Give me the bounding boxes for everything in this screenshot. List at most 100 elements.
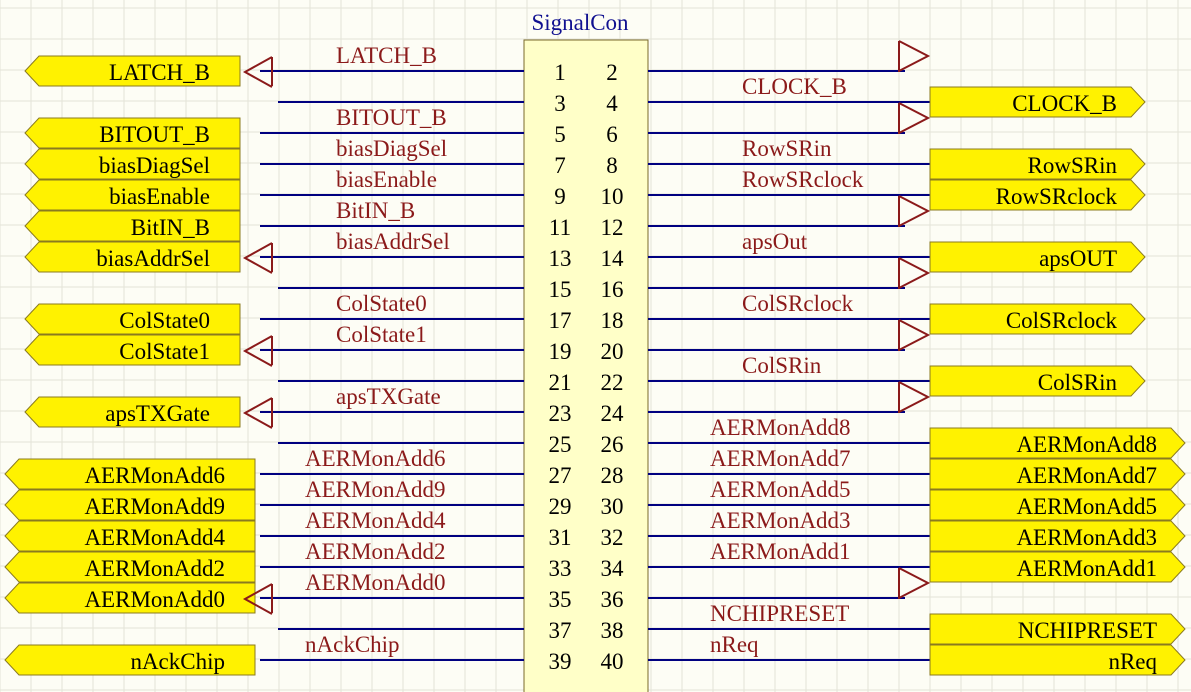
net-label-AERMonAdd5: AERMonAdd5 <box>710 477 851 502</box>
power-arrow-icon <box>898 257 931 289</box>
pin-number-22: 22 <box>601 370 624 395</box>
pin-number-12: 12 <box>601 215 624 240</box>
port-label-AERMonAdd4: AERMonAdd4 <box>84 525 225 550</box>
port-NCHIPRESET[interactable] <box>929 613 1186 645</box>
port-AERMonAdd0[interactable] <box>4 582 256 614</box>
port-ColState0[interactable] <box>24 303 241 335</box>
power-arrow-icon <box>898 40 931 72</box>
port-ColSRin[interactable] <box>929 365 1146 397</box>
net-label-AERMonAdd6: AERMonAdd6 <box>305 446 446 471</box>
port-label-biasAddrSel: biasAddrSel <box>96 246 210 271</box>
port-label-AERMonAdd7: AERMonAdd7 <box>1016 463 1157 488</box>
port-AERMonAdd8[interactable] <box>929 427 1186 459</box>
pin-number-2: 2 <box>606 60 618 85</box>
connector-body[interactable] <box>523 39 649 692</box>
pin-number-7: 7 <box>554 153 566 178</box>
pin-number-34: 34 <box>601 556 625 581</box>
pin-number-9: 9 <box>554 184 566 209</box>
port-label-RowSRclock: RowSRclock <box>996 184 1118 209</box>
net-label-AERMonAdd1: AERMonAdd1 <box>710 539 851 564</box>
power-arrow-icon <box>242 242 273 274</box>
port-biasDiagSel[interactable] <box>24 148 241 180</box>
pin-number-32: 32 <box>601 525 624 550</box>
power-arrow-icon <box>898 567 931 599</box>
net-label-AERMonAdd3: AERMonAdd3 <box>710 508 851 533</box>
port-label-AERMonAdd5: AERMonAdd5 <box>1016 494 1157 519</box>
power-arrow-icon <box>898 102 931 134</box>
pin-number-18: 18 <box>601 308 624 333</box>
pin-number-21: 21 <box>549 370 572 395</box>
port-RowSRclock[interactable] <box>929 179 1146 211</box>
port-label-ColState0: ColState0 <box>119 308 210 333</box>
net-label-AERMonAdd0: AERMonAdd0 <box>305 570 446 595</box>
port-label-ColSRclock: ColSRclock <box>1006 308 1118 333</box>
net-label-biasEnable: biasEnable <box>336 167 437 192</box>
port-AERMonAdd9[interactable] <box>4 489 256 521</box>
port-CLOCK_B[interactable] <box>929 86 1146 118</box>
port-label-AERMonAdd0: AERMonAdd0 <box>84 587 225 612</box>
power-arrow-icon <box>242 583 273 615</box>
port-RowSRin[interactable] <box>929 148 1146 180</box>
net-label-nAckChip: nAckChip <box>305 632 400 657</box>
port-label-AERMonAdd3: AERMonAdd3 <box>1016 525 1157 550</box>
port-apsTXGate[interactable] <box>24 396 241 428</box>
port-label-BitIN_B: BitIN_B <box>131 215 210 240</box>
port-LATCH_B[interactable] <box>24 55 241 87</box>
port-AERMonAdd4[interactable] <box>4 520 256 552</box>
port-label-LATCH_B: LATCH_B <box>109 60 210 85</box>
pin-number-20: 20 <box>601 339 624 364</box>
port-biasAddrSel[interactable] <box>24 241 241 273</box>
port-label-AERMonAdd2: AERMonAdd2 <box>84 556 225 581</box>
net-label-AERMonAdd2: AERMonAdd2 <box>305 539 446 564</box>
net-label-NCHIPRESET: NCHIPRESET <box>710 601 849 626</box>
port-nAckChip[interactable] <box>4 644 256 676</box>
net-label-BitIN_B: BitIN_B <box>336 198 415 223</box>
port-AERMonAdd3[interactable] <box>929 520 1186 552</box>
net-label-AERMonAdd4: AERMonAdd4 <box>305 508 446 533</box>
port-label-biasEnable: biasEnable <box>109 184 210 209</box>
pin-number-10: 10 <box>601 184 624 209</box>
pin-number-40: 40 <box>601 649 624 674</box>
port-biasEnable[interactable] <box>24 179 241 211</box>
net-label-ColState0: ColState0 <box>336 291 427 316</box>
power-arrow-icon <box>242 397 273 429</box>
pin-number-37: 37 <box>549 618 572 643</box>
net-label-AERMonAdd7: AERMonAdd7 <box>710 446 851 471</box>
net-label-nReq: nReq <box>710 632 759 657</box>
power-arrow-icon <box>898 195 931 227</box>
port-BitIN_B[interactable] <box>24 210 241 242</box>
pin-number-39: 39 <box>549 649 572 674</box>
pin-number-6: 6 <box>606 122 618 147</box>
pin-number-19: 19 <box>549 339 572 364</box>
port-label-AERMonAdd8: AERMonAdd8 <box>1016 432 1157 457</box>
port-label-ColState1: ColState1 <box>119 339 210 364</box>
port-label-BITOUT_B: BITOUT_B <box>99 122 210 147</box>
port-label-AERMonAdd6: AERMonAdd6 <box>84 463 225 488</box>
pin-number-33: 33 <box>549 556 572 581</box>
pin-number-23: 23 <box>549 401 572 426</box>
port-AERMonAdd7[interactable] <box>929 458 1186 490</box>
pin-number-16: 16 <box>601 277 624 302</box>
port-AERMonAdd5[interactable] <box>929 489 1186 521</box>
port-label-RowSRin: RowSRin <box>1028 153 1118 178</box>
pin-number-30: 30 <box>601 494 624 519</box>
port-AERMonAdd1[interactable] <box>929 551 1186 583</box>
net-label-AERMonAdd8: AERMonAdd8 <box>710 415 851 440</box>
power-arrow-icon <box>242 335 273 367</box>
net-label-biasDiagSel: biasDiagSel <box>336 136 447 161</box>
port-nReq[interactable] <box>929 644 1186 676</box>
pin-number-8: 8 <box>606 153 618 178</box>
pin-number-36: 36 <box>601 587 624 612</box>
port-ColSRclock[interactable] <box>929 303 1146 335</box>
port-BITOUT_B[interactable] <box>24 117 241 149</box>
net-label-apsOut: apsOut <box>742 229 808 254</box>
port-apsOUT[interactable] <box>929 241 1146 273</box>
net-label-apsTXGate: apsTXGate <box>336 384 441 409</box>
port-ColState1[interactable] <box>24 334 241 366</box>
port-label-apsTXGate: apsTXGate <box>105 401 210 426</box>
port-AERMonAdd2[interactable] <box>4 551 256 583</box>
port-AERMonAdd6[interactable] <box>4 458 256 490</box>
net-label-RowSRclock: RowSRclock <box>742 167 864 192</box>
